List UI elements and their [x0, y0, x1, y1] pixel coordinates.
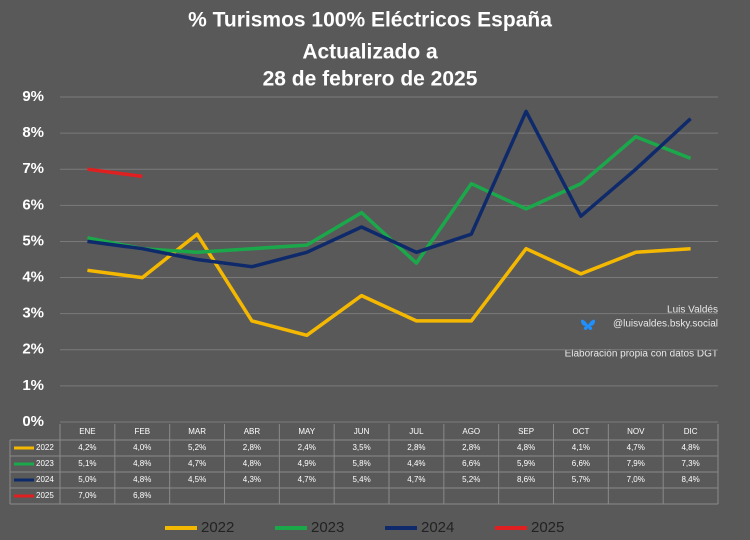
x-tick-label: JUL	[409, 427, 424, 436]
data-label: 4,8%	[681, 443, 699, 452]
series-line	[87, 167, 143, 179]
x-tick-label: DIC	[684, 427, 698, 436]
data-label: 4,9%	[298, 459, 316, 468]
data-label: 4,8%	[243, 459, 261, 468]
chart-subtitle: Actualizado a	[302, 41, 438, 64]
table-row-label: 2024	[36, 475, 54, 484]
data-label: 4,1%	[572, 443, 590, 452]
y-tick-label: 3%	[22, 305, 44, 322]
data-label: 4,4%	[407, 459, 425, 468]
data-label: 2,8%	[243, 443, 261, 452]
y-tick-label: 5%	[22, 232, 44, 249]
data-label: 8,6%	[517, 475, 535, 484]
annotation: Elaboración propia con datos DGT	[565, 349, 718, 360]
data-label: 7,3%	[681, 459, 699, 468]
data-label: 5,7%	[572, 475, 590, 484]
data-label: 6,8%	[133, 491, 151, 500]
table-row-label: 2023	[36, 459, 54, 468]
bluesky-icon	[581, 319, 595, 330]
data-label: 5,2%	[188, 443, 206, 452]
x-tick-label: MAR	[188, 427, 206, 436]
data-label: 2,8%	[407, 443, 425, 452]
table-row-label: 2022	[36, 443, 54, 452]
data-label: 7,0%	[627, 475, 645, 484]
data-label: 2,8%	[462, 443, 480, 452]
chart-title: % Turismos 100% Eléctricos España	[188, 9, 552, 32]
data-label: 4,8%	[517, 443, 535, 452]
annotation: @luisvaldes.bsky.social	[613, 319, 718, 330]
data-label: 4,3%	[243, 475, 261, 484]
data-label: 4,7%	[407, 475, 425, 484]
x-tick-label: FEB	[134, 427, 150, 436]
data-label: 5,4%	[352, 475, 370, 484]
data-label: 5,8%	[352, 459, 370, 468]
table-row-label: 2025	[36, 491, 54, 500]
data-label: 4,8%	[133, 475, 151, 484]
annotation: Luis Valdés	[667, 305, 718, 316]
y-tick-label: 9%	[22, 88, 44, 105]
data-label: 4,5%	[188, 475, 206, 484]
x-tick-label: ABR	[244, 427, 261, 436]
data-label: 7,0%	[78, 491, 96, 500]
y-tick-label: 2%	[22, 341, 44, 358]
data-label: 5,0%	[78, 475, 96, 484]
x-tick-label: AGO	[462, 427, 480, 436]
legend-label: 2025	[531, 519, 564, 536]
data-label: 4,0%	[133, 443, 151, 452]
data-label: 4,7%	[188, 459, 206, 468]
y-tick-label: 8%	[22, 124, 44, 141]
x-tick-label: SEP	[518, 427, 534, 436]
y-tick-label: 0%	[22, 413, 44, 430]
data-label: 3,5%	[352, 443, 370, 452]
x-tick-label: MAY	[298, 427, 315, 436]
series-line	[87, 232, 691, 338]
x-tick-label: ENE	[79, 427, 95, 436]
y-tick-label: 6%	[22, 196, 44, 213]
data-label: 2,4%	[298, 443, 316, 452]
data-label: 4,8%	[133, 459, 151, 468]
y-tick-label: 7%	[22, 160, 44, 177]
data-label: 8,4%	[681, 475, 699, 484]
legend-label: 2022	[201, 519, 234, 536]
y-tick-label: 1%	[22, 377, 44, 394]
data-label: 5,9%	[517, 459, 535, 468]
y-tick-label: 4%	[22, 269, 44, 286]
x-tick-label: JUN	[354, 427, 370, 436]
legend-label: 2024	[421, 519, 454, 536]
data-label: 7,9%	[627, 459, 645, 468]
data-label: 6,6%	[572, 459, 590, 468]
x-tick-label: NOV	[627, 427, 645, 436]
series-line	[87, 109, 692, 269]
data-label: 6,6%	[462, 459, 480, 468]
data-label: 5,1%	[78, 459, 96, 468]
data-label: 4,2%	[78, 443, 96, 452]
data-label: 5,2%	[462, 475, 480, 484]
chart-subtitle: 28 de febrero de 2025	[263, 68, 478, 91]
x-tick-label: OCT	[572, 427, 589, 436]
data-label: 4,7%	[627, 443, 645, 452]
legend-label: 2023	[311, 519, 344, 536]
data-label: 4,7%	[298, 475, 316, 484]
